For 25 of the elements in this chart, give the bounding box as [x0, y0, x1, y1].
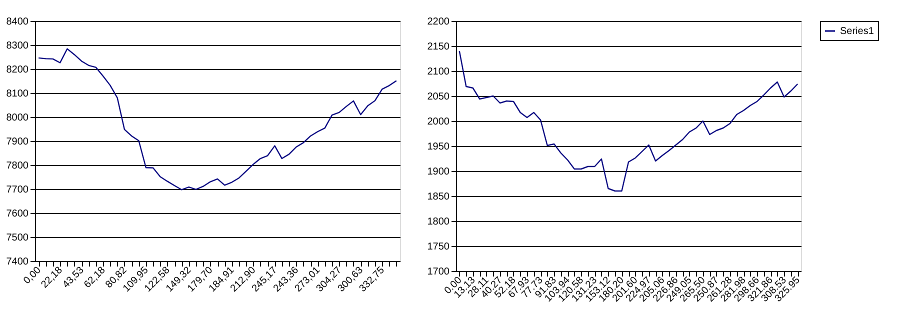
- y-tick-label: 1700: [427, 266, 450, 278]
- y-tick-label: 2200: [427, 16, 450, 28]
- y-tick-label: 1750: [427, 242, 450, 252]
- y-tick-label: 1950: [427, 142, 450, 152]
- line-series: [458, 50, 798, 192]
- legend-label: Series1: [840, 26, 874, 37]
- y-tick-label: 1800: [427, 216, 450, 228]
- y-tick-label: 1900: [427, 166, 450, 178]
- y-tick-label: 7500: [6, 232, 29, 244]
- y-tick-label: 2150: [427, 42, 450, 52]
- y-tick-label: 7600: [6, 208, 29, 220]
- y-tick-label: 8300: [6, 40, 29, 52]
- y-tick-label: 7800: [6, 160, 29, 172]
- y-tick-label: 8400: [6, 16, 29, 28]
- y-tick-label: 8100: [6, 88, 29, 100]
- y-tick-label: 7700: [6, 184, 29, 196]
- y-tick-label: 1850: [427, 192, 450, 202]
- y-tick-label: 2000: [427, 116, 450, 128]
- line-series: [38, 48, 398, 190]
- y-tick-label: 7900: [6, 136, 29, 148]
- y-tick-label: 8200: [6, 64, 29, 76]
- y-tick-label: 7400: [6, 256, 29, 268]
- y-tick-label: 8000: [6, 112, 29, 124]
- y-tick-label: 2050: [427, 92, 450, 102]
- y-tick-label: 2100: [427, 66, 450, 78]
